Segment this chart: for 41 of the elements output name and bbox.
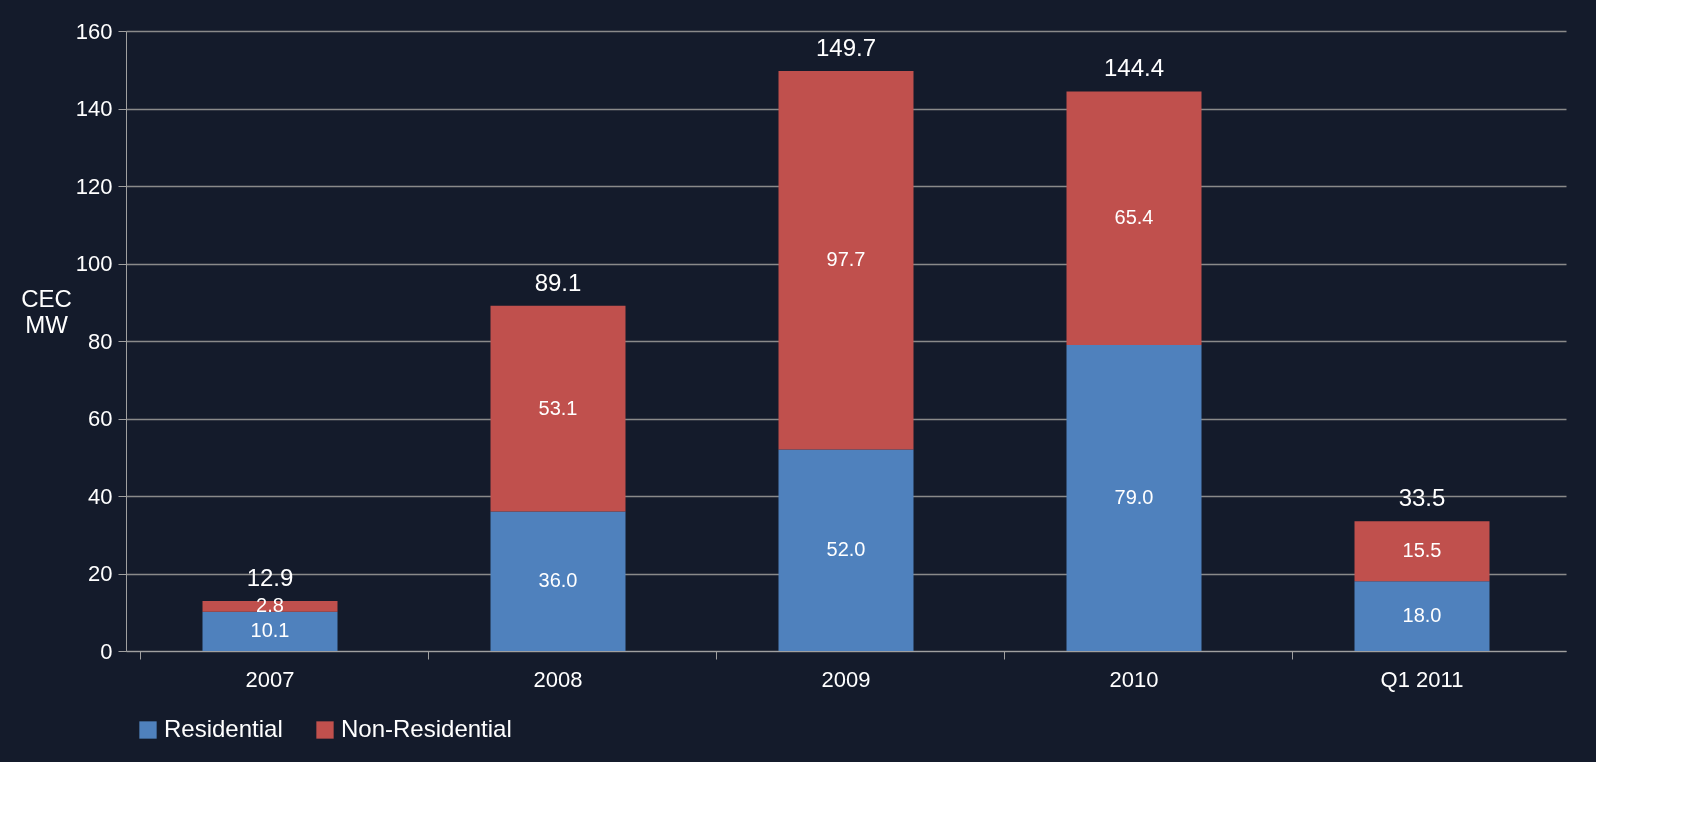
total-label: 149.7 [815,33,877,61]
y-tick-label: 80 [88,328,113,354]
text: 10.1 [250,619,290,642]
bar [778,70,914,450]
total-label: 89.1 [534,268,582,296]
bar [490,511,626,651]
x-tick-label: 2007 [245,666,295,692]
bar [778,449,914,651]
y-tick-label: 40 [88,483,113,509]
x-tick-label: 2008 [533,666,583,692]
text: 79.0 [1114,485,1154,508]
x-tick-label: 2010 [1109,666,1159,692]
bar [1066,91,1202,345]
x-tick-label: 2009 [821,666,871,692]
text: 52.0 [826,538,866,561]
legend-label: Residential [164,715,283,742]
y-tick-label: 0 [100,638,113,664]
y-tick-label: 120 [75,173,113,199]
text: 65.4 [1114,206,1154,229]
y-tick-label: 20 [88,561,113,586]
text: 97.7 [826,248,866,271]
bar [1354,581,1490,651]
bar [1354,521,1490,582]
y-tick-label: 160 [75,18,113,44]
text: 15.5 [1402,539,1442,562]
bar [202,611,338,651]
x-tick-label: Q1 2011 [1380,666,1464,692]
text: 36.0 [538,569,578,592]
y-axis-title: CEC MW [21,284,72,338]
bar [1066,344,1202,651]
bar [490,305,626,512]
total-label: 144.4 [1103,54,1165,82]
text: 2.8 [256,594,284,617]
text: 18.0 [1402,604,1442,627]
y-tick-label: 100 [75,251,113,276]
total-label: 12.9 [246,564,294,592]
y-tick-label: 140 [75,96,113,121]
legend-label: Non-Residential [341,715,512,742]
text: 53.1 [538,396,578,419]
total-label: 33.5 [1398,484,1446,512]
y-tick-label: 60 [88,406,113,431]
